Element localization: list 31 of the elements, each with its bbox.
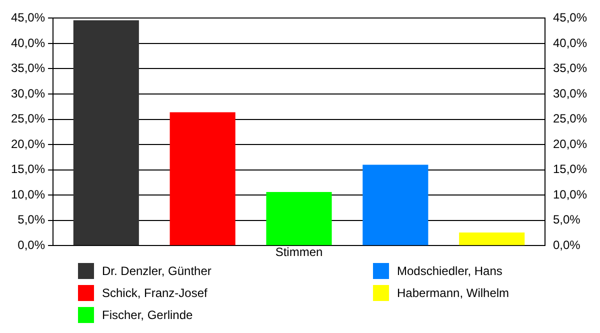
y-tick-label: 25,0% xyxy=(10,112,46,126)
legend-label: Habermann, Wilhelm xyxy=(397,286,510,300)
legend-label: Modschiedler, Hans xyxy=(397,264,502,278)
y-tick-label: 20,0% xyxy=(10,136,46,151)
text: 5,0% xyxy=(552,212,580,227)
y-tick-label: 15,0% xyxy=(10,162,46,176)
y-tick-label: 40,0% xyxy=(10,36,46,50)
bar xyxy=(266,192,332,246)
y-tick-label: 30,0% xyxy=(10,86,46,100)
y-tick-label: 0,0% xyxy=(18,238,46,252)
legend-label: Schick, Franz-Josef xyxy=(102,286,208,300)
legend-label: Fischer, Gerlinde xyxy=(102,308,193,322)
text: 10,0% xyxy=(552,187,588,202)
text: 35,0% xyxy=(552,61,588,76)
text: 25,0% xyxy=(552,112,588,126)
bar xyxy=(73,20,139,246)
text: 20,0% xyxy=(552,136,588,151)
text: 45,0% xyxy=(552,10,588,25)
text: 15,0% xyxy=(552,162,588,176)
x-tick-label: Stimmen xyxy=(275,245,323,260)
y-tick-label: 45,0% xyxy=(10,10,46,25)
bar xyxy=(362,164,428,246)
y-tick-label: 5,0% xyxy=(18,212,46,227)
y-tick-label: 35,0% xyxy=(10,61,46,76)
bar xyxy=(459,232,525,246)
y-tick-label: 10,0% xyxy=(10,187,46,202)
text: 40,0% xyxy=(552,36,588,50)
bar xyxy=(170,112,236,246)
text: 30,0% xyxy=(552,86,588,100)
legend-label: Dr. Denzler, Günther xyxy=(102,264,212,278)
text: 0,0% xyxy=(552,238,580,252)
